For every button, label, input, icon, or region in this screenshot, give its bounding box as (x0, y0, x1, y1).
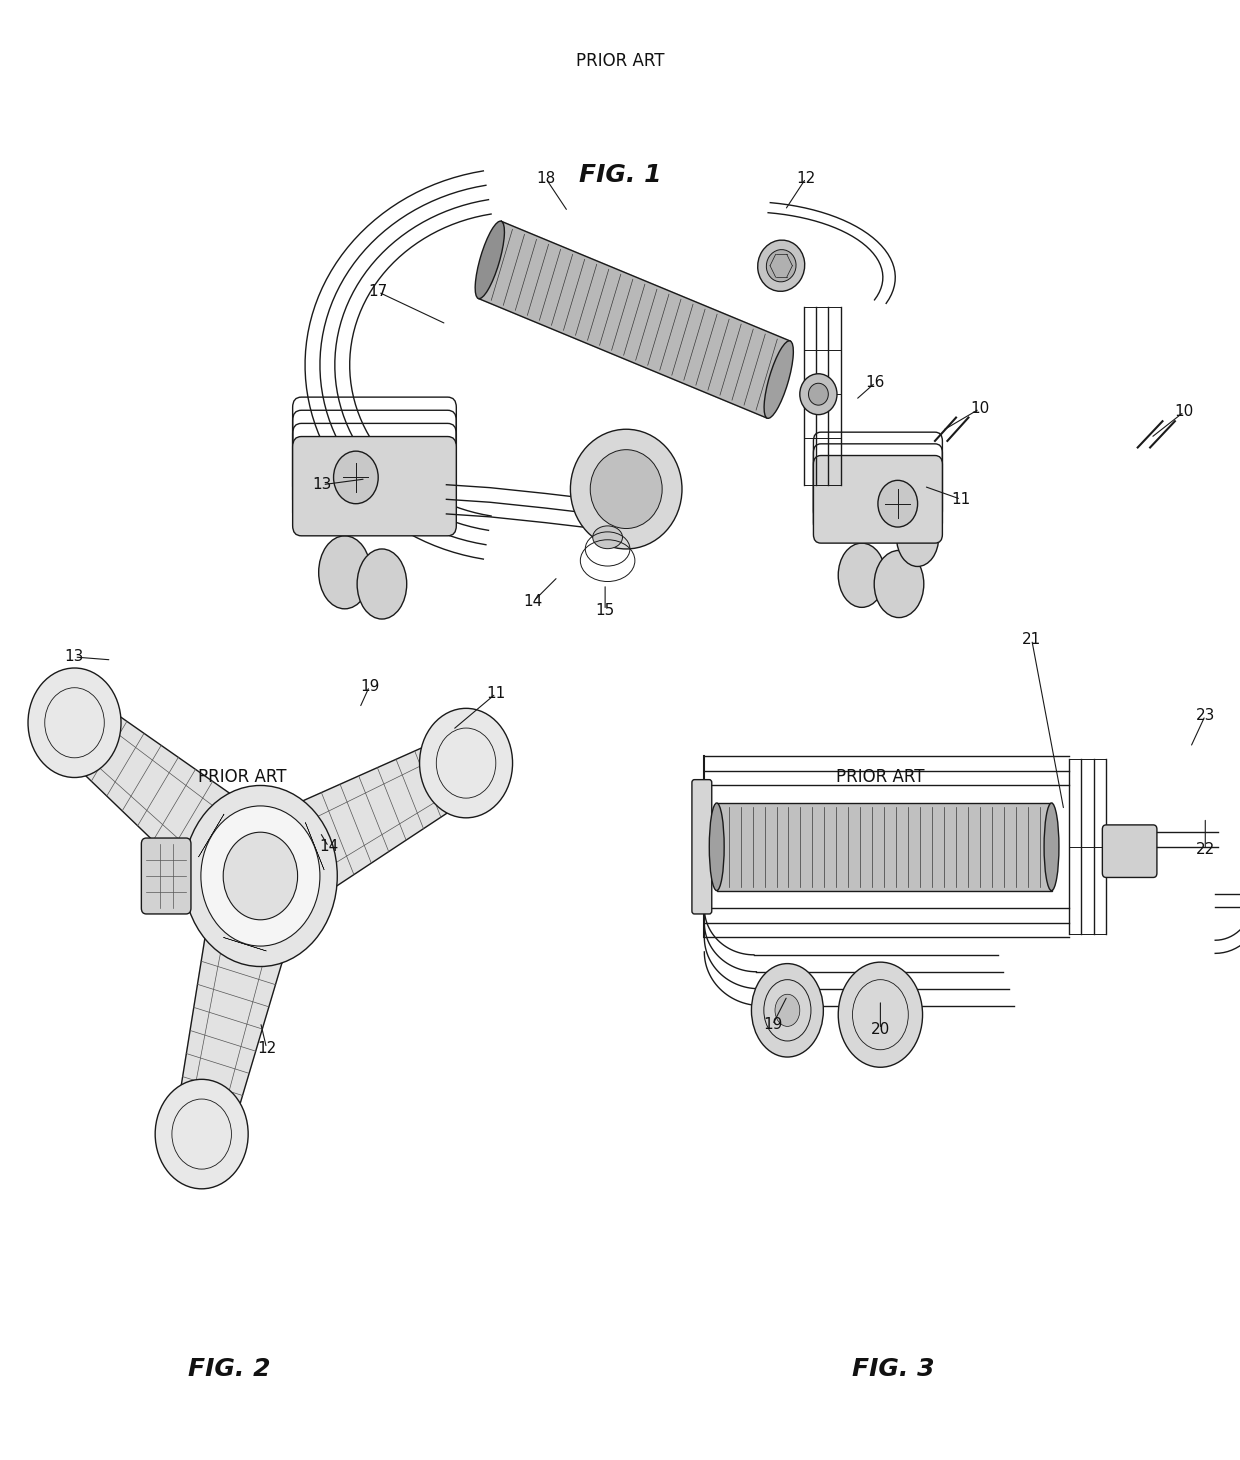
Text: 10: 10 (1174, 404, 1194, 419)
Polygon shape (179, 939, 281, 1118)
Ellipse shape (590, 450, 662, 529)
Ellipse shape (775, 994, 800, 1026)
Circle shape (419, 708, 512, 818)
Text: 14: 14 (319, 839, 339, 854)
Ellipse shape (766, 250, 796, 282)
Ellipse shape (800, 374, 837, 415)
Text: FIG. 1: FIG. 1 (579, 164, 661, 187)
Text: 13: 13 (64, 650, 84, 664)
Text: 20: 20 (870, 1022, 890, 1037)
Polygon shape (223, 937, 267, 950)
Ellipse shape (758, 239, 805, 292)
Ellipse shape (475, 220, 505, 299)
Ellipse shape (751, 964, 823, 1057)
Text: 17: 17 (368, 285, 388, 299)
Ellipse shape (874, 550, 924, 618)
Text: 21: 21 (1022, 632, 1042, 647)
Text: 12: 12 (796, 171, 816, 185)
Text: 19: 19 (360, 679, 379, 694)
Text: FIG. 3: FIG. 3 (852, 1358, 934, 1381)
Text: PRIOR ART: PRIOR ART (836, 768, 925, 785)
Circle shape (334, 451, 378, 504)
Ellipse shape (808, 383, 828, 406)
Ellipse shape (570, 429, 682, 549)
Circle shape (223, 832, 298, 920)
Text: PRIOR ART: PRIOR ART (575, 53, 665, 70)
Circle shape (29, 669, 122, 778)
Polygon shape (305, 822, 324, 870)
Polygon shape (198, 815, 224, 857)
Text: FIG. 2: FIG. 2 (188, 1358, 270, 1381)
FancyBboxPatch shape (293, 437, 456, 536)
Circle shape (184, 785, 337, 967)
Polygon shape (303, 743, 459, 886)
FancyBboxPatch shape (692, 780, 712, 914)
Ellipse shape (764, 340, 794, 419)
Text: 15: 15 (595, 603, 615, 618)
Circle shape (155, 1079, 248, 1188)
FancyBboxPatch shape (141, 838, 191, 914)
Polygon shape (76, 710, 229, 870)
Text: 22: 22 (1195, 842, 1215, 857)
Text: 11: 11 (951, 492, 971, 507)
Ellipse shape (357, 549, 407, 619)
Text: 11: 11 (486, 686, 506, 701)
Text: 18: 18 (536, 171, 556, 185)
Ellipse shape (897, 508, 939, 566)
Text: PRIOR ART: PRIOR ART (197, 768, 286, 785)
Text: 23: 23 (1195, 708, 1215, 723)
Polygon shape (479, 222, 790, 418)
FancyBboxPatch shape (717, 803, 1052, 891)
FancyBboxPatch shape (1102, 825, 1157, 877)
Ellipse shape (838, 962, 923, 1067)
Text: 16: 16 (866, 375, 885, 390)
Ellipse shape (593, 526, 622, 549)
Text: 19: 19 (763, 1018, 782, 1032)
Text: 13: 13 (312, 477, 332, 492)
Text: 10: 10 (970, 402, 990, 416)
Circle shape (878, 480, 918, 527)
Ellipse shape (709, 803, 724, 891)
Text: 12: 12 (257, 1041, 277, 1056)
FancyBboxPatch shape (813, 456, 942, 543)
Ellipse shape (1044, 803, 1059, 891)
Ellipse shape (319, 536, 371, 609)
Ellipse shape (838, 543, 885, 607)
Circle shape (201, 806, 320, 946)
Text: 14: 14 (523, 594, 543, 609)
